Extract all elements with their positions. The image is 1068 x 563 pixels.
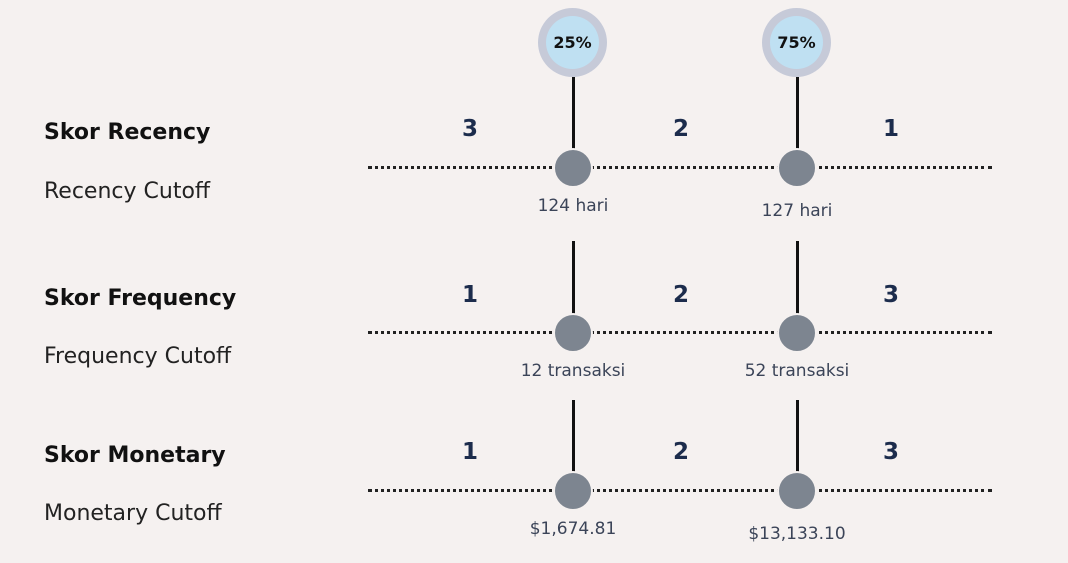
cutoff-value-recency-75: 127 hari [761, 201, 833, 221]
axis-line-monetary [368, 489, 992, 492]
score-recency-high: 1 [882, 116, 899, 142]
cutoff-value-monetary-75: $13,133.10 [748, 524, 846, 544]
score-monetary-high: 3 [882, 439, 899, 465]
score-frequency-low: 1 [461, 282, 478, 308]
cutoff-value-monetary-25: $1,674.81 [529, 519, 617, 539]
axis-line-recency [368, 166, 992, 169]
cutoff-node-frequency-75 [777, 313, 817, 353]
score-frequency-high: 3 [882, 282, 899, 308]
score-label-recency: Skor Recency [44, 120, 211, 145]
cutoff-value-frequency-25: 12 transaksi [520, 361, 626, 381]
score-monetary-low: 1 [461, 439, 478, 465]
cutoff-value-recency-25: 124 hari [537, 196, 609, 216]
cutoff-node-recency-75 [777, 148, 817, 188]
score-recency-low: 3 [461, 116, 478, 142]
cutoff-node-monetary-75 [777, 471, 817, 511]
cutoff-node-monetary-25 [553, 471, 593, 511]
score-label-frequency: Skor Frequency [44, 286, 237, 311]
cutoff-value-frequency-75: 52 transaksi [744, 361, 850, 381]
divider-line-monetary-25 [572, 400, 575, 490]
divider-line-monetary-75 [796, 400, 799, 490]
divider-line-recency-25 [572, 77, 575, 167]
divider-line-frequency-75 [796, 241, 799, 332]
percentile-label-75: 75% [770, 16, 823, 69]
cutoff-label-recency: Recency Cutoff [44, 179, 211, 204]
cutoff-label-monetary: Monetary Cutoff [44, 501, 222, 526]
cutoff-node-frequency-25 [553, 313, 593, 353]
score-monetary-mid: 2 [672, 439, 689, 465]
divider-line-recency-75 [796, 77, 799, 167]
axis-line-frequency [368, 331, 992, 334]
score-frequency-mid: 2 [672, 282, 689, 308]
score-label-monetary: Skor Monetary [44, 443, 226, 468]
percentile-badge-25: 25% [538, 8, 607, 77]
divider-line-frequency-25 [572, 241, 575, 332]
percentile-label-25: 25% [546, 16, 599, 69]
cutoff-node-recency-25 [553, 148, 593, 188]
score-recency-mid: 2 [672, 116, 689, 142]
percentile-badge-75: 75% [762, 8, 831, 77]
cutoff-label-frequency: Frequency Cutoff [44, 344, 232, 369]
